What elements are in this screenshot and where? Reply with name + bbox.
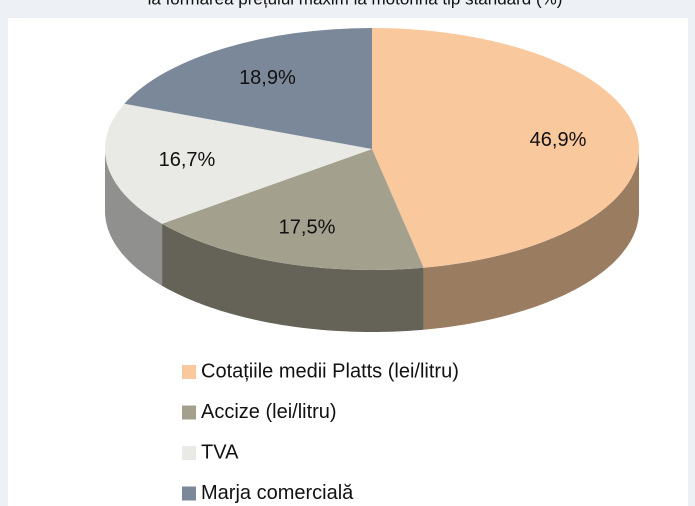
legend-label: TVA xyxy=(201,441,239,463)
slice xyxy=(162,149,424,270)
slice-side xyxy=(105,149,163,286)
legend-label: Cotațiile medii Platts (lei/litru) xyxy=(201,360,459,382)
slice xyxy=(372,28,639,268)
legend-label: Accize (lei/litru) xyxy=(201,401,337,423)
chart-title: la formarea prețului maxim la motorina t… xyxy=(148,0,563,8)
data-label: 46,9% xyxy=(530,129,587,151)
slice-side xyxy=(423,149,639,330)
slice xyxy=(105,103,373,224)
data-label: 17,5% xyxy=(279,217,336,239)
legend-swatch xyxy=(182,405,196,420)
legend-swatch xyxy=(182,446,196,460)
slice xyxy=(124,27,372,149)
legend-swatch xyxy=(182,365,196,379)
data-label: 16,7% xyxy=(159,149,216,171)
slice-side xyxy=(162,223,424,332)
data-label: 18,9% xyxy=(239,67,296,89)
legend-swatch xyxy=(182,486,196,501)
legend-label: Marja comercială xyxy=(201,482,354,504)
